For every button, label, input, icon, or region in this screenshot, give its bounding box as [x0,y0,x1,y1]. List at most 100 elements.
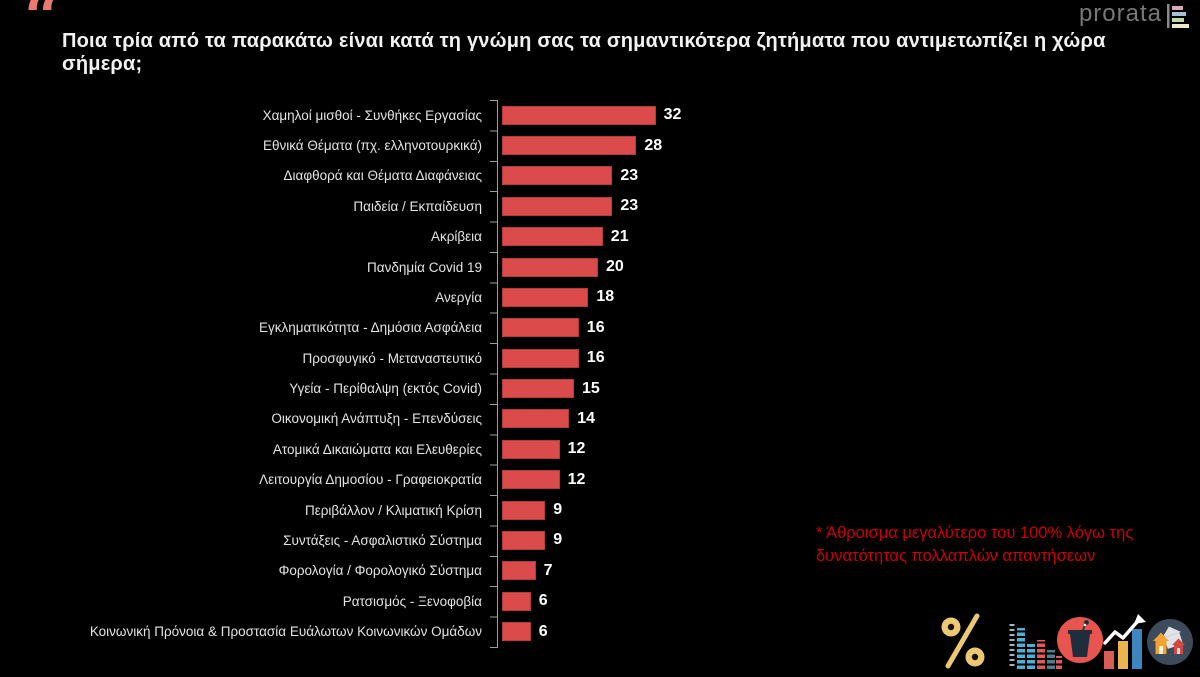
category-label: Παιδεία / Εκπαίδευση [353,198,482,214]
percent-icon [936,610,990,677]
bar-row: Συντάξεις - Ασφαλιστικό Σύστημα 9 [0,525,1200,555]
houses-icon [1146,618,1194,671]
category-label: Ρατσισμός - Ξενοφοβία [342,593,482,609]
bar-track: 9 [502,500,563,520]
bar-chart: Χαμηλοί μισθοί - Συνθήκες Εργασίας 32 Εθ… [0,100,1200,648]
category-label: Υγεία - Περίθαλψη (εκτός Covid) [289,381,482,397]
podium-microphone-icon [1056,616,1104,669]
bar-rows: Χαμηλοί μισθοί - Συνθήκες Εργασίας 32 Εθ… [0,100,1200,647]
bar-row: Πανδημία Covid 19 20 [0,252,1200,282]
segmented-bar-chart-icon [1006,614,1064,677]
bar-row: Λειτουργία Δημοσίου - Γραφειοκρατία 12 [0,465,1200,495]
category-label: Περιβάλλον / Κλιματική Κρίση [304,502,482,518]
prorata-logo: prorata [1079,2,1190,35]
value-label: 21 [610,227,629,245]
bar-row: Κοινωνική Πρόνοια & Προστασία Ευάλωτων Κ… [0,616,1200,646]
value-label: 16 [586,318,605,336]
bar-track: 28 [502,136,663,156]
value-label: 6 [538,622,548,640]
bar-track: 12 [502,439,586,459]
bar-row: Χαμηλοί μισθοί - Συνθήκες Εργασίας 32 [0,100,1200,130]
multiple-answers-note: * Άθροισμα μεγαλύτερο του 100% λόγω της … [816,524,1134,566]
bar [502,439,560,459]
bar-row: Παιδεία / Εκπαίδευση 23 [0,191,1200,221]
category-label: Φορολογία / Φορολογικό Σύστημα [278,563,482,579]
category-label: Πανδημία Covid 19 [367,259,482,275]
bar [502,166,613,186]
category-label: Προσφυγικό - Μεταναστευτικό [302,350,482,366]
bar-track: 6 [502,591,548,611]
bar [502,561,536,581]
category-label: Κοινωνική Πρόνοια & Προστασία Ευάλωτων Κ… [89,624,482,640]
category-label: Λειτουργία Δημοσίου - Γραφειοκρατία [259,472,482,488]
bar-row: Υγεία - Περίθαλψη (εκτός Covid) 15 [0,373,1200,403]
category-label: Εγκληματικότητα - Δημόσια Ασφάλεια [258,320,482,336]
bar [502,622,531,642]
bar-track: 15 [502,379,600,399]
category-label: Ατομικά Δικαιώματα και Ελευθερίες [272,441,482,457]
bar-track: 23 [502,196,639,216]
page-title: Ποια τρία από τα παρακάτω είναι κατά τη … [62,30,1106,75]
quote-icon: “ [24,0,61,55]
bar [502,470,560,490]
value-label: 7 [543,561,553,579]
value-label: 12 [567,440,586,458]
bar [502,591,531,611]
bar [502,500,546,520]
bar [502,196,613,216]
value-label: 32 [663,106,682,124]
bar [502,287,589,307]
bar-track: 16 [502,318,605,338]
category-label: Ανεργία [435,289,482,305]
value-label: 28 [644,136,663,154]
value-label: 9 [553,501,563,519]
bar-track: 12 [502,470,586,490]
bar [502,105,656,125]
value-label: 14 [577,409,595,427]
category-label: Χαμηλοί μισθοί - Συνθήκες Εργασίας [262,107,482,123]
prorata-logo-text: prorata [1078,0,1162,27]
bar [502,348,579,368]
bar-row: Ατομικά Δικαιώματα και Ελευθερίες 12 [0,434,1200,464]
value-label: 15 [582,379,600,397]
bar [502,257,598,277]
bar [502,227,603,247]
bar [502,409,570,429]
bar-track: 7 [502,561,553,581]
category-label: Ακρίβεια [430,229,482,245]
bar-track: 16 [502,348,605,368]
category-label: Εθνικά Θέματα (πχ. ελληνοτουρκικά) [262,138,482,154]
bar-row: Οικονομική Ανάπτυξη - Επενδύσεις 14 [0,404,1200,434]
value-label: 16 [586,349,605,367]
bar-row: Περιβάλλον / Κλιματική Κρίση 9 [0,495,1200,525]
bar-row: Προσφυγικό - Μεταναστευτικό 16 [0,343,1200,373]
bar-track: 18 [502,287,615,307]
bar-track: 20 [502,257,624,277]
bar-row: Ανεργία 18 [0,282,1200,312]
value-label: 12 [567,470,586,488]
bar-track: 14 [502,409,595,429]
bar [502,136,637,156]
category-label: Συντάξεις - Ασφαλιστικό Σύστημα [283,532,482,548]
bar [502,379,574,399]
bar-track: 23 [502,166,639,186]
value-label: 6 [538,592,548,610]
bar-row: Ακρίβεια 21 [0,222,1200,252]
y-axis-line [490,100,498,648]
bar-track: 6 [502,622,548,642]
value-label: 20 [606,258,624,276]
category-label: Οικονομική Ανάπτυξη - Επενδύσεις [271,411,482,427]
value-label: 23 [620,197,639,215]
bar-row: Ρατσισμός - Ξενοφοβία 6 [0,586,1200,616]
bar [502,318,579,338]
value-label: 23 [620,166,639,184]
value-label: 9 [553,531,563,549]
bar-row: Φορολογία / Φορολογικό Σύστημα 7 [0,556,1200,586]
category-label: Διαφθορά και Θέματα Διαφάνειας [283,168,482,184]
bar-row: Εθνικά Θέματα (πχ. ελληνοτουρκικά) 28 [0,130,1200,160]
bar-track: 32 [502,105,682,125]
bar-chart-logo-icon [1166,2,1190,35]
value-label: 18 [596,288,615,306]
bar [502,530,546,550]
